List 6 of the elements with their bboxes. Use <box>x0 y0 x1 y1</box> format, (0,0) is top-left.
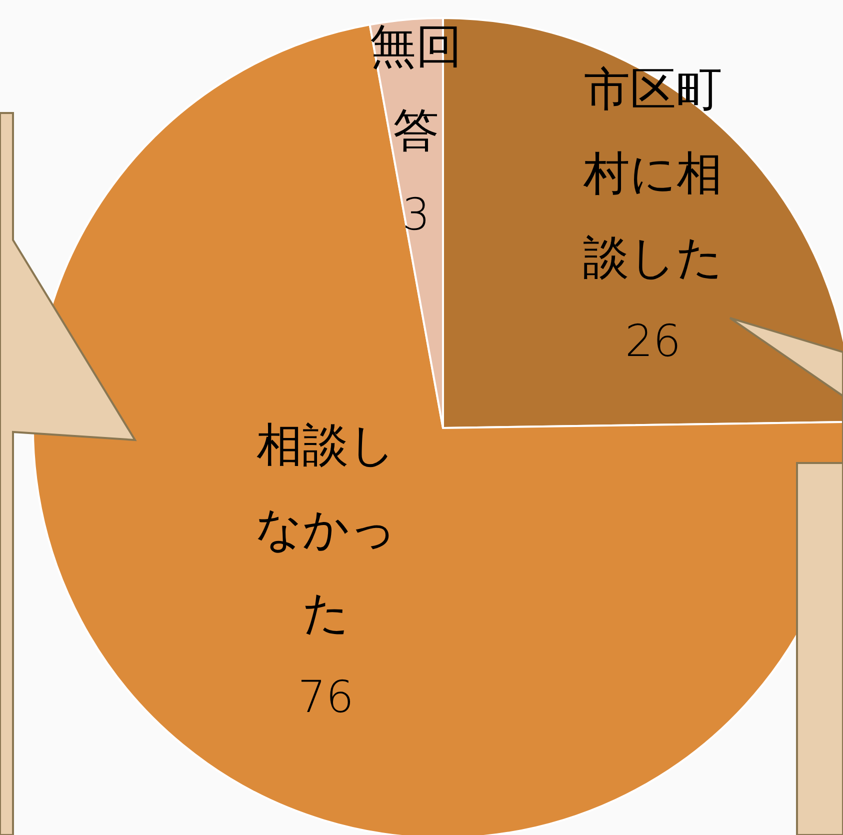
slice-label: 相談しなかった <box>255 418 396 640</box>
slice-label: 市区町村に相談した <box>582 62 724 284</box>
data-label: 3 <box>402 189 430 240</box>
slice-label: 無回答 <box>370 19 462 158</box>
data-label: 26 <box>625 316 682 368</box>
data-label: 76 <box>298 672 354 723</box>
